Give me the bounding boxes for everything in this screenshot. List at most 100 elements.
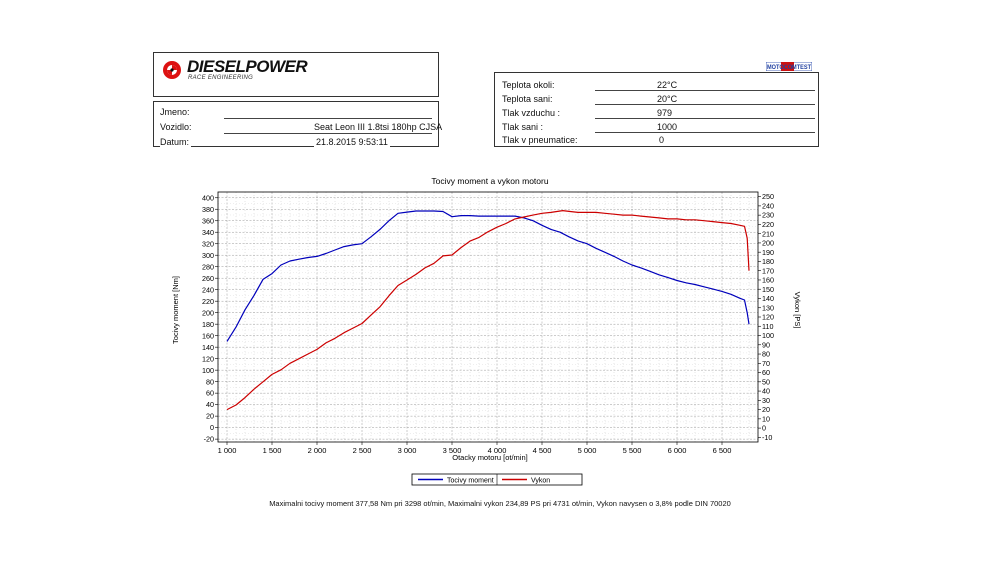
intake-pressure-label: Tlak sani : — [502, 122, 544, 132]
x-tick-label: 5 500 — [623, 446, 642, 455]
y-right-tick-label: 250 — [762, 192, 774, 201]
y-right-axis-ticks: -100102030405060708090100110120130140150… — [758, 192, 774, 442]
conditions-panel: Teplota okoli: 22°C Teplota sani: 20°C T… — [494, 72, 819, 147]
y-right-tick-label: 10 — [762, 414, 770, 423]
chart-grid — [217, 191, 759, 442]
y-right-tick-label: 70 — [762, 359, 770, 368]
y-left-tick-label: 320 — [202, 239, 214, 248]
y-left-tick-label: 40 — [206, 400, 214, 409]
y-right-tick-label: 50 — [762, 377, 770, 386]
logo-panel: DIESELPOWER RACE ENGINEERING — [153, 52, 439, 97]
y-right-tick-label: -10 — [762, 433, 772, 442]
y-right-tick-label: 170 — [762, 266, 774, 275]
vehicle-label: Vozidlo: — [160, 122, 192, 132]
y-right-axis-label: Vykon [PS] — [793, 292, 802, 329]
y-right-tick-label: 240 — [762, 201, 774, 210]
intake-temp-value: 20°C — [657, 94, 678, 104]
y-left-tick-label: 0 — [210, 423, 214, 432]
y-left-tick-label: 340 — [202, 228, 214, 237]
chart-title: Tocivy moment a vykon motoru — [431, 176, 548, 186]
x-axis-ticks: 1 000 1 500 2 000 2 500 3 000 3 500 4 000 4 500… — [218, 442, 732, 455]
motocomtest-badge: MOTOCOMTEST — [766, 62, 812, 71]
ambient-temp-value: 22°C — [657, 80, 678, 90]
y-left-tick-label: 180 — [202, 320, 214, 329]
legend-label-power: Vykon — [531, 478, 550, 485]
intake-temp-label: Teplota sani: — [502, 94, 553, 104]
tire-pressure-label: Tlak v pneumatice: — [502, 134, 580, 146]
y-right-tick-label: 60 — [762, 368, 770, 377]
power-curve — [226, 209, 750, 411]
y-left-tick-label: 380 — [202, 205, 214, 214]
x-tick-label: 1 500 — [263, 446, 282, 455]
y-right-tick-label: 210 — [762, 229, 774, 238]
y-left-tick-label: 400 — [202, 193, 214, 202]
y-left-axis-label: Tocivy moment [Nm] — [171, 276, 180, 344]
y-right-tick-label: 160 — [762, 276, 774, 285]
legend-label-torque: Tocivy moment — [447, 478, 494, 485]
y-left-tick-label: 60 — [206, 389, 214, 398]
ambient-temp-label: Teplota okoli: — [502, 80, 555, 90]
y-left-tick-label: 260 — [202, 274, 214, 283]
y-left-tick-label: 240 — [202, 285, 214, 294]
y-right-tick-label: 180 — [762, 257, 774, 266]
y-right-tick-label: 150 — [762, 285, 774, 294]
torque-curve — [226, 210, 750, 342]
y-left-tick-label: 220 — [202, 297, 214, 306]
y-right-tick-label: 80 — [762, 350, 770, 359]
y-right-tick-label: 30 — [762, 396, 770, 405]
vehicle-info-panel: Jmeno: Vozidlo: Seat Leon III 1.8tsi 180… — [153, 101, 443, 148]
date-value: 21.8.2015 9:53:11 — [314, 136, 390, 148]
air-pressure-value: 979 — [657, 108, 673, 118]
y-left-tick-label: 140 — [202, 343, 214, 352]
y-right-tick-label: 230 — [762, 211, 774, 220]
y-right-tick-label: 190 — [762, 248, 774, 257]
name-label: Jmeno: — [160, 107, 190, 117]
motocomtest-badge-text: MOTOCOMTEST — [767, 64, 811, 71]
dyno-chart: Tocivy moment a vykon motoru 1 000 1 500 2… — [160, 170, 810, 490]
y-right-tick-label: 90 — [762, 340, 770, 349]
tire-pressure-value: 0 — [657, 134, 667, 146]
y-left-tick-label: 160 — [202, 331, 214, 340]
y-left-tick-label: 200 — [202, 308, 214, 317]
y-left-tick-label: 120 — [202, 354, 214, 363]
y-left-tick-label: 80 — [206, 377, 214, 386]
y-right-tick-label: 100 — [762, 331, 774, 340]
y-right-tick-label: 120 — [762, 313, 774, 322]
air-pressure-label: Tlak vzduchu : — [502, 108, 561, 118]
x-tick-label: 2 500 — [353, 446, 372, 455]
x-tick-label: 3 000 — [398, 446, 417, 455]
x-tick-label: 3 500 — [443, 446, 462, 455]
x-tick-label: 6 000 — [668, 446, 687, 455]
y-left-axis-ticks: -20 0 20 40 60 80 100 120 140 160 180 200 220 240 260 2… — [202, 193, 218, 444]
y-right-tick-label: 130 — [762, 303, 774, 312]
y-left-tick-label: 280 — [202, 262, 214, 271]
x-axis-label: Otacky motoru [ot/min] — [452, 453, 527, 462]
y-left-tick-label: 20 — [206, 412, 214, 421]
brand-logo-text: DIESELPOWER — [187, 57, 308, 76]
y-right-tick-label: 140 — [762, 294, 774, 303]
y-left-tick-label: 100 — [202, 366, 214, 375]
max-values-summary: Maximalni tocivy moment 377,58 Nm pri 32… — [269, 499, 731, 508]
date-label: Datum: — [160, 136, 192, 148]
intake-pressure-value: 1000 — [657, 122, 678, 132]
turbo-logo-icon — [163, 61, 181, 79]
chart-legend: Tocivy moment Vykon — [411, 473, 583, 486]
vehicle-value: Seat Leon III 1.8tsi 180hp CJSA — [314, 122, 443, 132]
y-left-tick-label: 300 — [202, 251, 214, 260]
y-right-tick-label: 110 — [762, 322, 773, 331]
y-left-tick-label: -20 — [204, 435, 214, 444]
x-tick-label: 4 000 — [488, 446, 507, 455]
y-right-tick-label: 0 — [762, 424, 766, 433]
y-right-tick-label: 200 — [762, 239, 774, 248]
x-tick-label: 1 000 — [218, 446, 237, 455]
brand-subtitle: RACE ENGINEERING — [188, 75, 254, 81]
x-tick-label: 2 000 — [308, 446, 327, 455]
y-right-tick-label: 20 — [762, 405, 770, 414]
y-right-tick-label: 40 — [762, 387, 770, 396]
chart-series — [226, 209, 750, 411]
y-left-tick-label: 360 — [202, 216, 214, 225]
x-tick-label: 5 000 — [578, 446, 597, 455]
y-right-tick-label: 220 — [762, 220, 774, 229]
x-tick-label: 6 500 — [713, 446, 732, 455]
x-tick-label: 4 500 — [533, 446, 552, 455]
